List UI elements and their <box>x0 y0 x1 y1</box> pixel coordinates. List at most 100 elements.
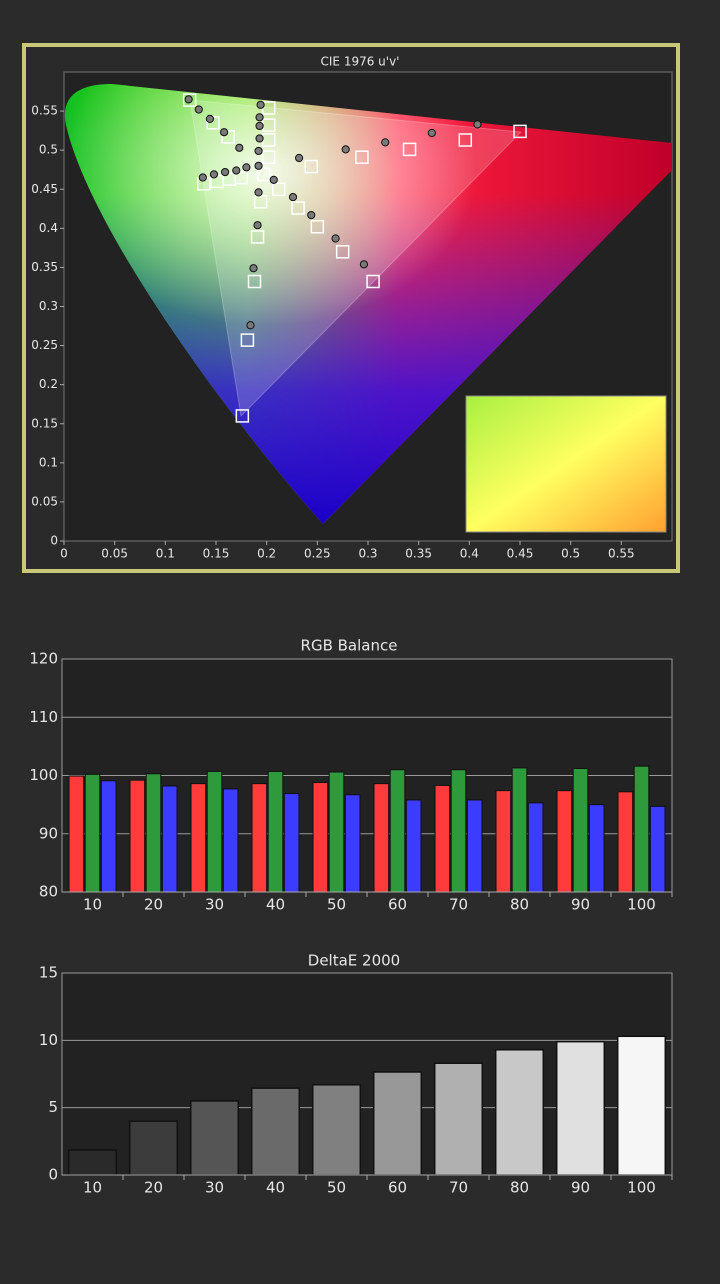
measured-point <box>255 134 264 143</box>
bar <box>372 1071 423 1176</box>
x-tick-label: 90 <box>571 1179 590 1197</box>
measured-point <box>254 161 263 170</box>
bar <box>572 768 589 893</box>
bar <box>633 765 650 893</box>
measured-point <box>246 321 255 330</box>
y-tick-label: 0.15 <box>31 416 58 430</box>
x-tick-label: 0.35 <box>405 547 432 561</box>
bar <box>161 785 178 893</box>
x-tick-label: 10 <box>83 896 102 914</box>
bar <box>616 1035 667 1176</box>
x-tick-label: 20 <box>144 1179 163 1197</box>
measured-point <box>253 221 262 230</box>
y-tick-label: 0.05 <box>31 494 58 508</box>
target-point <box>240 333 255 347</box>
bar <box>556 790 573 893</box>
bar <box>555 1040 606 1176</box>
bar <box>511 767 528 893</box>
y-tick-label: 10 <box>39 1031 58 1049</box>
bar <box>311 1084 362 1176</box>
x-tick-label: 0.3 <box>358 547 377 561</box>
chart-title: CIE 1976 u'v' <box>321 55 400 69</box>
target-point <box>182 93 197 107</box>
y-tick-label: 0.45 <box>31 182 58 196</box>
bar <box>189 1100 240 1176</box>
measured-point <box>254 188 263 197</box>
measured-point <box>205 114 215 124</box>
measured-point <box>381 138 390 147</box>
y-tick-label: 100 <box>29 766 58 784</box>
measured-point <box>256 100 265 109</box>
chart-title: RGB Balance <box>301 637 398 655</box>
bar <box>373 783 390 893</box>
y-tick-label: 120 <box>29 650 58 668</box>
measured-point <box>255 113 264 122</box>
y-tick-label: 0.1 <box>39 455 58 469</box>
measured-point <box>194 105 203 114</box>
bar <box>129 779 146 893</box>
target-point <box>247 274 262 289</box>
target-point <box>221 130 235 144</box>
x-tick-label: 60 <box>388 896 407 914</box>
target-point <box>355 150 369 164</box>
bar <box>145 773 162 893</box>
y-tick-label: 0.35 <box>31 260 58 274</box>
x-tick-label: 60 <box>388 1179 407 1197</box>
measured-point <box>427 128 436 138</box>
y-tick-label: 0.3 <box>39 299 58 313</box>
bar <box>206 770 223 893</box>
x-tick-label: 100 <box>627 896 656 914</box>
y-tick-label: 15 <box>39 964 58 982</box>
measured-point <box>341 145 350 154</box>
x-tick-label: 30 <box>205 1179 224 1197</box>
measured-point <box>254 146 263 156</box>
bar <box>222 788 239 893</box>
x-tick-label: 50 <box>327 896 346 914</box>
measured-point <box>198 173 207 182</box>
x-tick-label: 0.1 <box>156 547 175 561</box>
target-point <box>402 142 417 157</box>
measured-point <box>220 128 229 137</box>
y-tick-label: 0.4 <box>39 221 58 235</box>
x-tick-label: 40 <box>266 1179 285 1197</box>
measured-point <box>473 120 482 129</box>
target-point <box>310 220 325 234</box>
y-tick-label: 90 <box>39 824 58 842</box>
bar <box>494 1049 545 1176</box>
x-tick-label: 0.45 <box>507 547 534 561</box>
x-tick-label: 0.5 <box>561 547 580 561</box>
target-point <box>366 274 380 289</box>
measured-point <box>269 175 278 184</box>
measured-point <box>255 121 264 131</box>
x-tick-label: 70 <box>449 1179 468 1197</box>
target-point <box>458 133 473 147</box>
x-tick-label: 70 <box>449 896 468 914</box>
y-tick-label: 0.5 <box>39 143 58 157</box>
measured-point <box>242 163 251 172</box>
x-tick-label: 0 <box>60 547 68 561</box>
y-tick-label: 0 <box>50 534 58 548</box>
bar <box>67 1149 118 1176</box>
measured-point <box>307 210 316 220</box>
x-tick-label: 0.4 <box>460 547 479 561</box>
x-tick-label: 20 <box>144 896 163 914</box>
measured-point <box>359 260 369 269</box>
bar <box>190 783 207 893</box>
bar <box>267 770 284 893</box>
x-tick-label: 80 <box>510 1179 529 1197</box>
target-point <box>235 409 250 423</box>
inset-zoom <box>465 395 667 533</box>
measured-point <box>221 167 230 177</box>
target-point <box>250 230 265 244</box>
measured-point <box>331 234 340 243</box>
y-tick-label: 80 <box>39 883 58 901</box>
bar <box>250 1087 301 1176</box>
target-point <box>234 170 249 185</box>
bar <box>312 781 329 893</box>
measured-point <box>294 153 304 163</box>
bar <box>389 769 406 893</box>
bar <box>128 1120 179 1176</box>
measured-point <box>209 170 219 179</box>
gamut <box>64 84 672 524</box>
